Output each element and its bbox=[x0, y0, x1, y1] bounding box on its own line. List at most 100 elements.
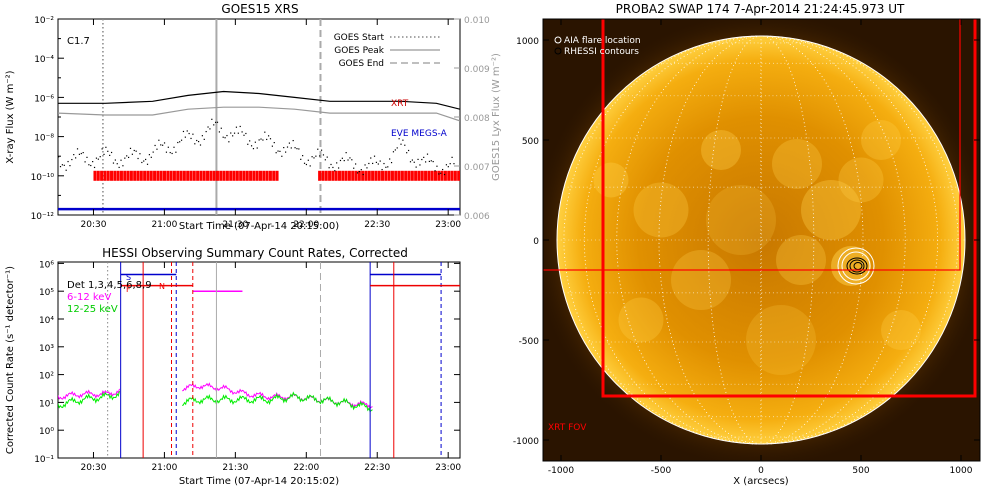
goes-flag-mark bbox=[113, 170, 117, 181]
goes-scatter-point bbox=[332, 166, 334, 169]
goes-flag-mark bbox=[361, 170, 365, 181]
goes-flag-mark bbox=[384, 170, 388, 181]
goes-scatter-point bbox=[114, 159, 116, 161]
hessi-y-tick-label: 10⁰ bbox=[39, 427, 54, 437]
goes-scatter-point bbox=[88, 164, 90, 166]
goes-xrt-label: XRT bbox=[391, 99, 409, 109]
goes-scatter-point bbox=[417, 158, 419, 161]
goes-scatter-point bbox=[220, 127, 222, 129]
goes-title: GOES15 XRS bbox=[221, 2, 298, 16]
goes-flag-mark bbox=[272, 170, 276, 181]
goes-flag-mark bbox=[394, 170, 398, 181]
goes-data-layer bbox=[58, 19, 460, 215]
goes-flag-mark bbox=[202, 170, 206, 181]
goes-scatter-point bbox=[179, 141, 181, 143]
goes-scatter-point bbox=[241, 131, 243, 133]
goes-scatter-point bbox=[226, 134, 228, 137]
goes-scatter-point bbox=[283, 146, 285, 149]
goes-flag-mark bbox=[100, 170, 104, 181]
hessi-series-12-25kev bbox=[58, 390, 120, 409]
goes-scatter-point bbox=[326, 156, 328, 158]
goes-scatter-point bbox=[300, 158, 302, 160]
goes-scatter-point bbox=[133, 149, 135, 152]
goes-scatter-point bbox=[171, 152, 173, 155]
goes-scatter-point bbox=[78, 153, 81, 155]
goes-scatter-point bbox=[406, 152, 408, 154]
goes-scatter-point bbox=[302, 155, 304, 157]
goes-scatter-point bbox=[347, 159, 349, 161]
goes-scatter-point bbox=[169, 151, 171, 154]
hessi-series-12-25kev bbox=[181, 391, 373, 413]
goes-scatter-point bbox=[99, 156, 101, 158]
hessi-series-6-12kev bbox=[58, 388, 120, 400]
goes-flag-mark bbox=[126, 170, 130, 181]
goes-scatter-point bbox=[59, 165, 62, 168]
hessi-legend-low: 6-12 keV bbox=[67, 292, 111, 303]
goes-scatter-point bbox=[273, 141, 275, 144]
goes-scatter-point bbox=[375, 161, 378, 163]
goes-legend: GOES Start GOES Peak GOES End bbox=[334, 33, 440, 69]
goes-flag-mark bbox=[242, 170, 246, 181]
goes-scatter-point bbox=[313, 157, 315, 159]
goes-flag-mark bbox=[199, 170, 203, 181]
goes-scatter-point bbox=[436, 165, 438, 167]
swap-solar-disk bbox=[557, 36, 965, 444]
goes-scatter-point bbox=[237, 132, 239, 134]
goes-scatter-point bbox=[222, 136, 224, 138]
goes-scatter-point bbox=[353, 167, 355, 169]
goes-scatter-point bbox=[360, 169, 362, 171]
goes-scatter-point bbox=[311, 156, 313, 158]
goes-scatter-point bbox=[426, 153, 429, 155]
goes-flag-mark bbox=[215, 170, 219, 181]
goes-scatter-point bbox=[271, 145, 273, 147]
goes-scatter-point bbox=[71, 158, 73, 161]
goes-y-axis-label: X-ray Flux (W m⁻²) bbox=[5, 70, 16, 163]
goes-scatter-point bbox=[69, 165, 71, 167]
goes-flag-mark bbox=[249, 170, 253, 181]
hessi-panel: HESSI Observing Summary Count Rates, Cor… bbox=[5, 246, 461, 487]
hessi-data-layer bbox=[58, 262, 460, 458]
goes-scatter-point bbox=[154, 144, 156, 147]
goes-flag-mark bbox=[457, 170, 460, 181]
swap-title: PROBA2 SWAP 174 7-Apr-2014 21:24:45.973 … bbox=[616, 2, 905, 16]
goes-flag-mark bbox=[417, 170, 421, 181]
goes-scatter-point bbox=[262, 139, 264, 141]
goes-flag-mark bbox=[133, 170, 137, 181]
goes-y-right-tick-label: 0.008 bbox=[464, 114, 490, 124]
goes-scatter-point bbox=[387, 166, 389, 168]
goes-scatter-point bbox=[141, 161, 143, 164]
goes-flag-mark bbox=[136, 170, 140, 181]
swap-longitude-line bbox=[583, 35, 939, 445]
goes-scatter-point bbox=[112, 162, 115, 164]
swap-y-tick-label: 500 bbox=[522, 137, 539, 147]
goes-scatter-point bbox=[205, 130, 207, 133]
goes-scatter-point bbox=[190, 137, 192, 140]
goes-x-tick-label: 23:00 bbox=[435, 220, 461, 230]
goes-scatter-point bbox=[398, 138, 400, 140]
swap-active-region bbox=[776, 235, 826, 285]
hessi-x-tick-label: 22:00 bbox=[293, 463, 319, 473]
goes-scatter-point bbox=[383, 162, 385, 165]
rhessi-contour-1 bbox=[846, 257, 868, 275]
goes-scatter-point bbox=[322, 154, 325, 156]
goes-flag-mark bbox=[146, 170, 150, 181]
goes-flag-mark bbox=[447, 170, 451, 181]
goes-flag-mark bbox=[390, 170, 394, 181]
swap-x-axis-label: X (arcsecs) bbox=[733, 476, 789, 487]
swap-active-region bbox=[831, 246, 871, 286]
goes-flag-mark bbox=[229, 170, 233, 181]
goes-scatter-point bbox=[317, 148, 319, 150]
swap-active-region bbox=[593, 162, 629, 198]
goes-scatter-point bbox=[196, 139, 198, 142]
goes-scatter-point bbox=[285, 151, 287, 153]
goes-flag-mark bbox=[430, 170, 434, 181]
goes-scatter-point bbox=[146, 163, 149, 165]
goes-flag-mark bbox=[259, 170, 262, 181]
goes-scatter-point bbox=[97, 158, 99, 160]
goes-scatter-point bbox=[339, 159, 342, 162]
goes-scatter-point bbox=[385, 166, 387, 168]
hessi-y-tick-label: 10⁵ bbox=[39, 288, 54, 298]
goes-scatter-point bbox=[260, 138, 262, 140]
goes-flag-mark bbox=[453, 170, 457, 181]
goes-scatter-point bbox=[368, 162, 370, 165]
